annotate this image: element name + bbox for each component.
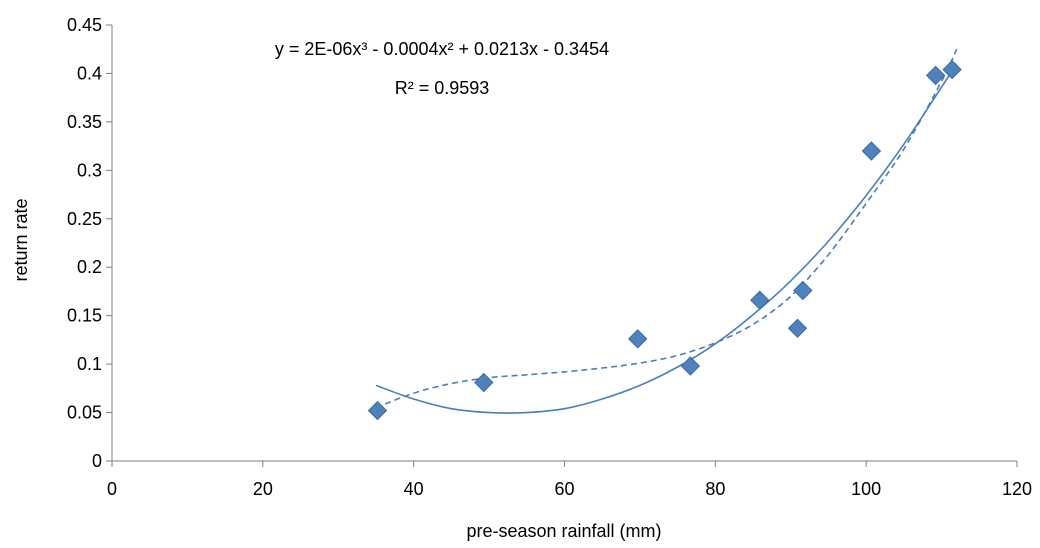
- trendline-dashed: [375, 48, 958, 409]
- x-tick-label: 80: [705, 479, 725, 499]
- data-point: [367, 400, 388, 421]
- data-point: [793, 280, 813, 301]
- data-point: [925, 65, 946, 86]
- data-point: [861, 141, 882, 161]
- y-tick-label: 0.35: [67, 112, 102, 132]
- trendline-equation: y = 2E-06x³ - 0.0004x² + 0.0213x - 0.345…: [275, 39, 609, 59]
- trendlines: [375, 48, 958, 414]
- data-point: [627, 329, 648, 349]
- axes: 0 0.05 0.1 0.15 0.2 0.25 0.3 0.35 0.4 0.45 0 20 40 60…: [67, 15, 1032, 499]
- data-point: [680, 356, 701, 376]
- y-tick-label: 0.15: [67, 306, 102, 326]
- x-tick-label: 100: [851, 479, 881, 499]
- x-tick-label: 60: [554, 479, 574, 499]
- y-tick-label: 0.2: [77, 257, 102, 277]
- data-point: [942, 59, 962, 80]
- trendline-solid: [375, 63, 958, 414]
- y-tick-label: 0.05: [67, 403, 102, 423]
- y-tick-label: 0.3: [77, 160, 102, 180]
- y-tick-label: 0.45: [67, 15, 102, 35]
- x-axis-title: pre-season rainfall (mm): [466, 521, 661, 541]
- y-tick-label: 0.1: [77, 354, 102, 374]
- data-points: [367, 59, 962, 421]
- y-tick-label: 0.25: [67, 209, 102, 229]
- y-tick-label: 0.4: [77, 63, 102, 83]
- trendline-r-squared: R² = 0.9593: [395, 78, 490, 98]
- x-tick-label: 0: [107, 479, 117, 499]
- x-tick-label: 40: [404, 479, 424, 499]
- data-point: [750, 290, 770, 310]
- data-point: [787, 318, 808, 339]
- y-tick-label: 0: [92, 451, 102, 471]
- x-tick-label: 120: [1002, 479, 1032, 499]
- x-tick-label: 20: [253, 479, 273, 499]
- y-axis-title: return rate: [11, 198, 31, 281]
- data-point: [474, 372, 494, 393]
